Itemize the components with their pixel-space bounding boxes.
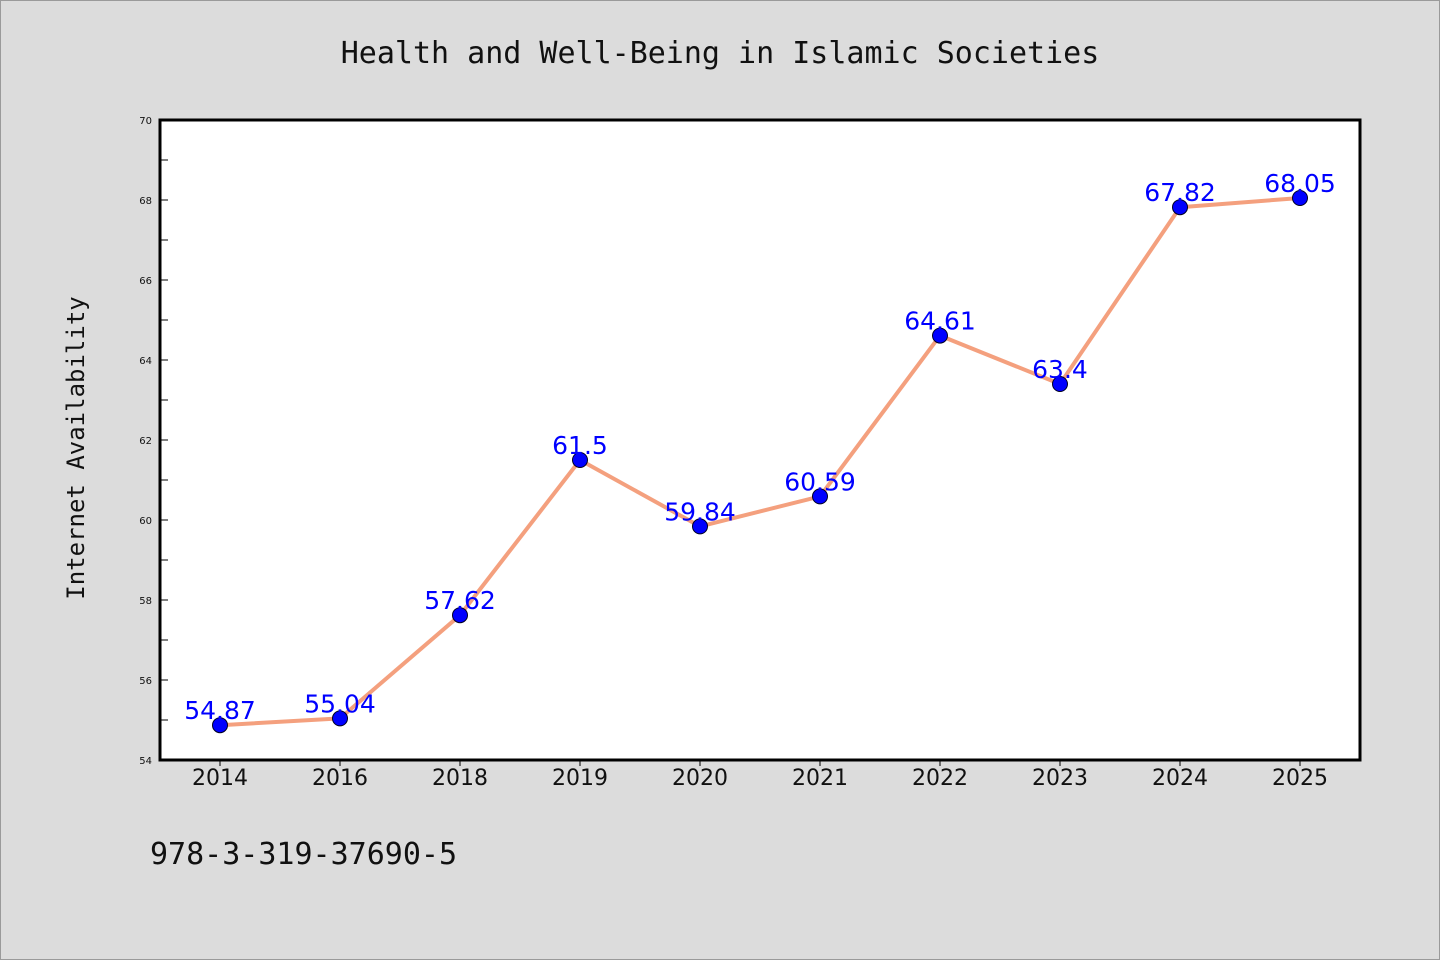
data-line bbox=[219, 196, 1301, 728]
y-tick-label: 56 bbox=[139, 676, 152, 687]
y-tick-label: 58 bbox=[139, 596, 152, 607]
y-axis-label: Internet Availability bbox=[62, 296, 90, 599]
y-tick-label: 60 bbox=[139, 516, 152, 527]
x-tick-label: 2020 bbox=[672, 766, 728, 791]
data-label: 59.84 bbox=[664, 497, 736, 526]
y-tick-label: 66 bbox=[139, 276, 152, 287]
y-tick-label: 68 bbox=[139, 196, 152, 207]
y-tick-label: 64 bbox=[139, 356, 152, 367]
data-point bbox=[1052, 376, 1068, 392]
x-tick-label: 2016 bbox=[312, 766, 368, 791]
data-label: 60.59 bbox=[784, 467, 856, 496]
y-axis: 54 56 58 60 62 64 66 68 70 bbox=[139, 116, 168, 767]
y-tick-label: 70 bbox=[139, 116, 152, 127]
x-tick-label: 2019 bbox=[552, 766, 608, 791]
data-point bbox=[812, 488, 828, 505]
x-tick-label: 2014 bbox=[192, 766, 248, 791]
data-point bbox=[452, 607, 468, 624]
plot-area bbox=[158, 118, 1362, 762]
data-point bbox=[692, 518, 708, 535]
data-point bbox=[332, 710, 348, 727]
data-label: 63.4 bbox=[1032, 355, 1088, 384]
data-label: 64.61 bbox=[904, 307, 976, 336]
data-point bbox=[572, 452, 588, 468]
series-line: 54.87 55.04 57.62 61.5 59.84 60.59 64.61 63.4 67… bbox=[184, 169, 1336, 734]
footer-isbn: 978-3-319-37690-5 bbox=[150, 837, 457, 872]
x-tick-label: 2024 bbox=[1152, 766, 1208, 791]
data-label: 61.5 bbox=[552, 431, 608, 460]
data-label: 67.82 bbox=[1144, 178, 1216, 207]
chart-title: Health and Well-Being in Islamic Societi… bbox=[341, 36, 1100, 71]
data-point bbox=[212, 717, 228, 734]
data-label: 54.87 bbox=[184, 696, 256, 725]
data-label: 68.05 bbox=[1264, 169, 1336, 198]
x-tick-label: 2018 bbox=[432, 766, 488, 791]
x-tick-label: 2022 bbox=[912, 766, 968, 791]
y-tick-label: 62 bbox=[139, 436, 152, 447]
y-tick-label: 54 bbox=[139, 756, 152, 767]
data-point bbox=[1292, 190, 1308, 206]
x-tick-label: 2023 bbox=[1032, 766, 1088, 791]
x-tick-label: 2025 bbox=[1272, 766, 1328, 791]
data-label: 55.04 bbox=[304, 689, 376, 718]
x-axis: 2014 2016 2018 2019 2020 2021 2022 2023 2024 2025 bbox=[192, 760, 1328, 791]
data-point bbox=[932, 327, 948, 344]
data-label: 57.62 bbox=[424, 586, 496, 615]
data-point bbox=[1172, 199, 1188, 216]
x-tick-label: 2021 bbox=[792, 766, 848, 791]
